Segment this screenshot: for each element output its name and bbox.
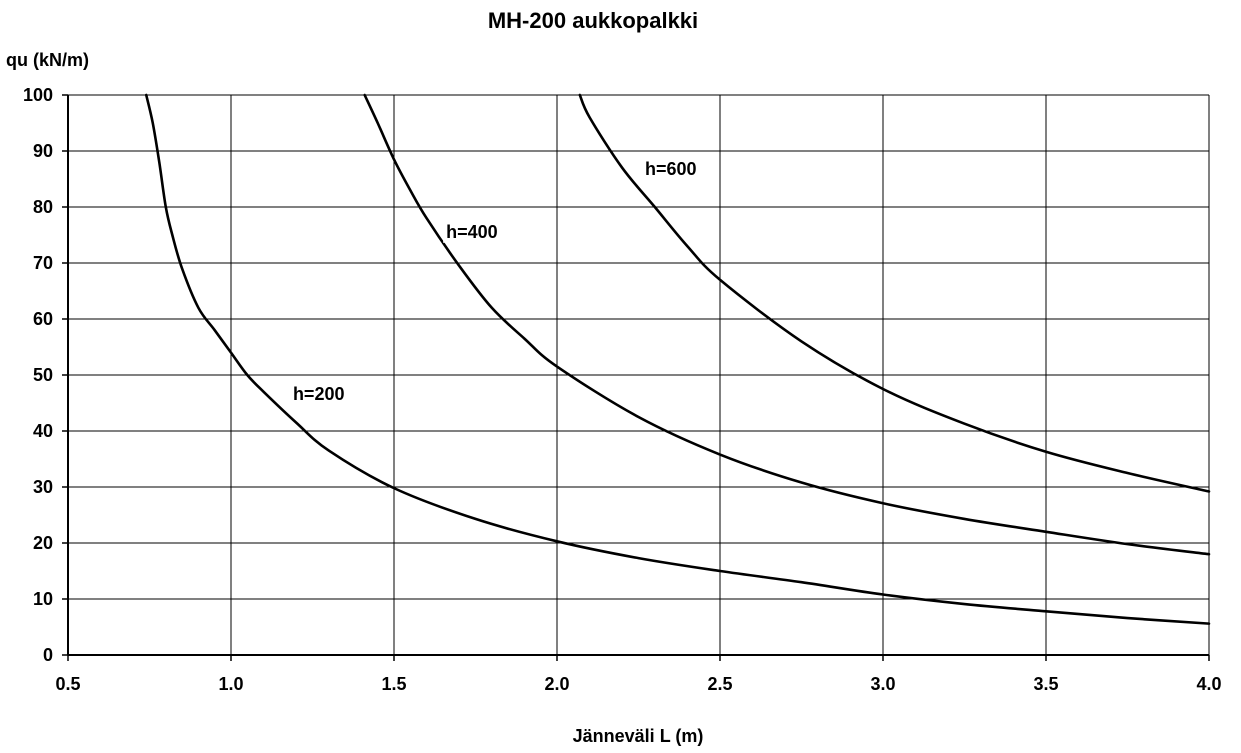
y-tick-label: 40 <box>33 421 53 441</box>
x-axis-label: Jänneväli L (m) <box>573 726 704 746</box>
y-tick-label: 50 <box>33 365 53 385</box>
series-line-1 <box>144 93 1211 625</box>
y-tick-label: 30 <box>33 477 53 497</box>
series-labels: h=200 h=400 h=600 <box>289 158 700 406</box>
series-label-background <box>289 383 348 406</box>
series-label-1: h=200 <box>293 384 345 404</box>
series-label-background <box>642 158 700 181</box>
y-tick-label: 90 <box>33 141 53 161</box>
series-label-background <box>443 220 501 243</box>
y-tick-label: 80 <box>33 197 53 217</box>
axes: 0.5 1.0 1.5 2.0 2.5 3.0 3.5 4.0 0 10 20 30 40 50 60 70 8… <box>23 85 1222 694</box>
series-label-2: h=400 <box>446 222 498 242</box>
x-tick-label: 0.5 <box>55 674 80 694</box>
y-tick-label: 100 <box>23 85 53 105</box>
x-tick-label: 2.5 <box>707 674 732 694</box>
series-line-2 <box>363 93 1211 556</box>
y-axis-label: qu (kN/m) <box>6 50 89 70</box>
y-tick-label: 70 <box>33 253 53 273</box>
x-tick-label: 2.0 <box>544 674 569 694</box>
series-lines <box>144 93 1211 625</box>
series-label-3: h=600 <box>645 159 697 179</box>
x-tick-label: 1.0 <box>218 674 243 694</box>
x-tick-label: 4.0 <box>1196 674 1221 694</box>
x-tick-label: 1.5 <box>381 674 406 694</box>
chart-title: MH-200 aukkopalkki <box>488 8 698 33</box>
series-line-3 <box>578 93 1211 493</box>
x-tick-label: 3.5 <box>1033 674 1058 694</box>
y-tick-label: 0 <box>43 645 53 665</box>
y-tick-label: 10 <box>33 589 53 609</box>
x-tick-label: 3.0 <box>870 674 895 694</box>
y-tick-label: 20 <box>33 533 53 553</box>
grid <box>68 94 1210 655</box>
y-tick-label: 60 <box>33 309 53 329</box>
